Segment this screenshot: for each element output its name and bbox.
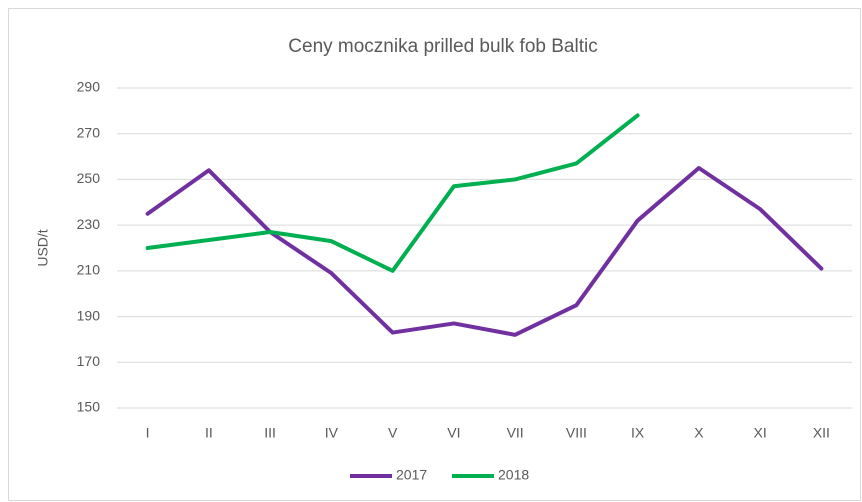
x-tick-label: X <box>694 425 704 441</box>
x-tick-label: IX <box>631 425 645 441</box>
x-tick-label: V <box>388 425 398 441</box>
x-tick-label: VII <box>507 425 524 441</box>
chart-title: Ceny mocznika prilled bulk fob Baltic <box>288 36 597 57</box>
y-axis-label: USD/t <box>35 229 51 266</box>
legend-label: 2018 <box>498 467 529 483</box>
y-tick-label: 230 <box>77 216 101 232</box>
y-tick-label: 250 <box>77 170 101 186</box>
y-tick-label: 150 <box>77 399 101 415</box>
series-line <box>145 113 640 273</box>
y-tick-label: 170 <box>77 353 101 369</box>
series-line <box>145 166 824 337</box>
x-tick-label: I <box>146 425 150 441</box>
chart-border <box>8 8 861 501</box>
x-tick-label: II <box>205 425 213 441</box>
x-tick-label: VIII <box>566 425 587 441</box>
legend-label: 2017 <box>396 467 427 483</box>
x-tick-label: XI <box>754 425 767 441</box>
y-tick-label: 190 <box>77 307 101 323</box>
y-tick-label: 270 <box>77 124 101 140</box>
y-tick-label: 290 <box>77 79 101 95</box>
y-tick-label: 210 <box>77 262 101 278</box>
x-tick-label: VI <box>447 425 460 441</box>
x-tick-label: XII <box>813 425 830 441</box>
x-tick-label: IV <box>325 425 339 441</box>
x-tick-label: III <box>264 425 276 441</box>
